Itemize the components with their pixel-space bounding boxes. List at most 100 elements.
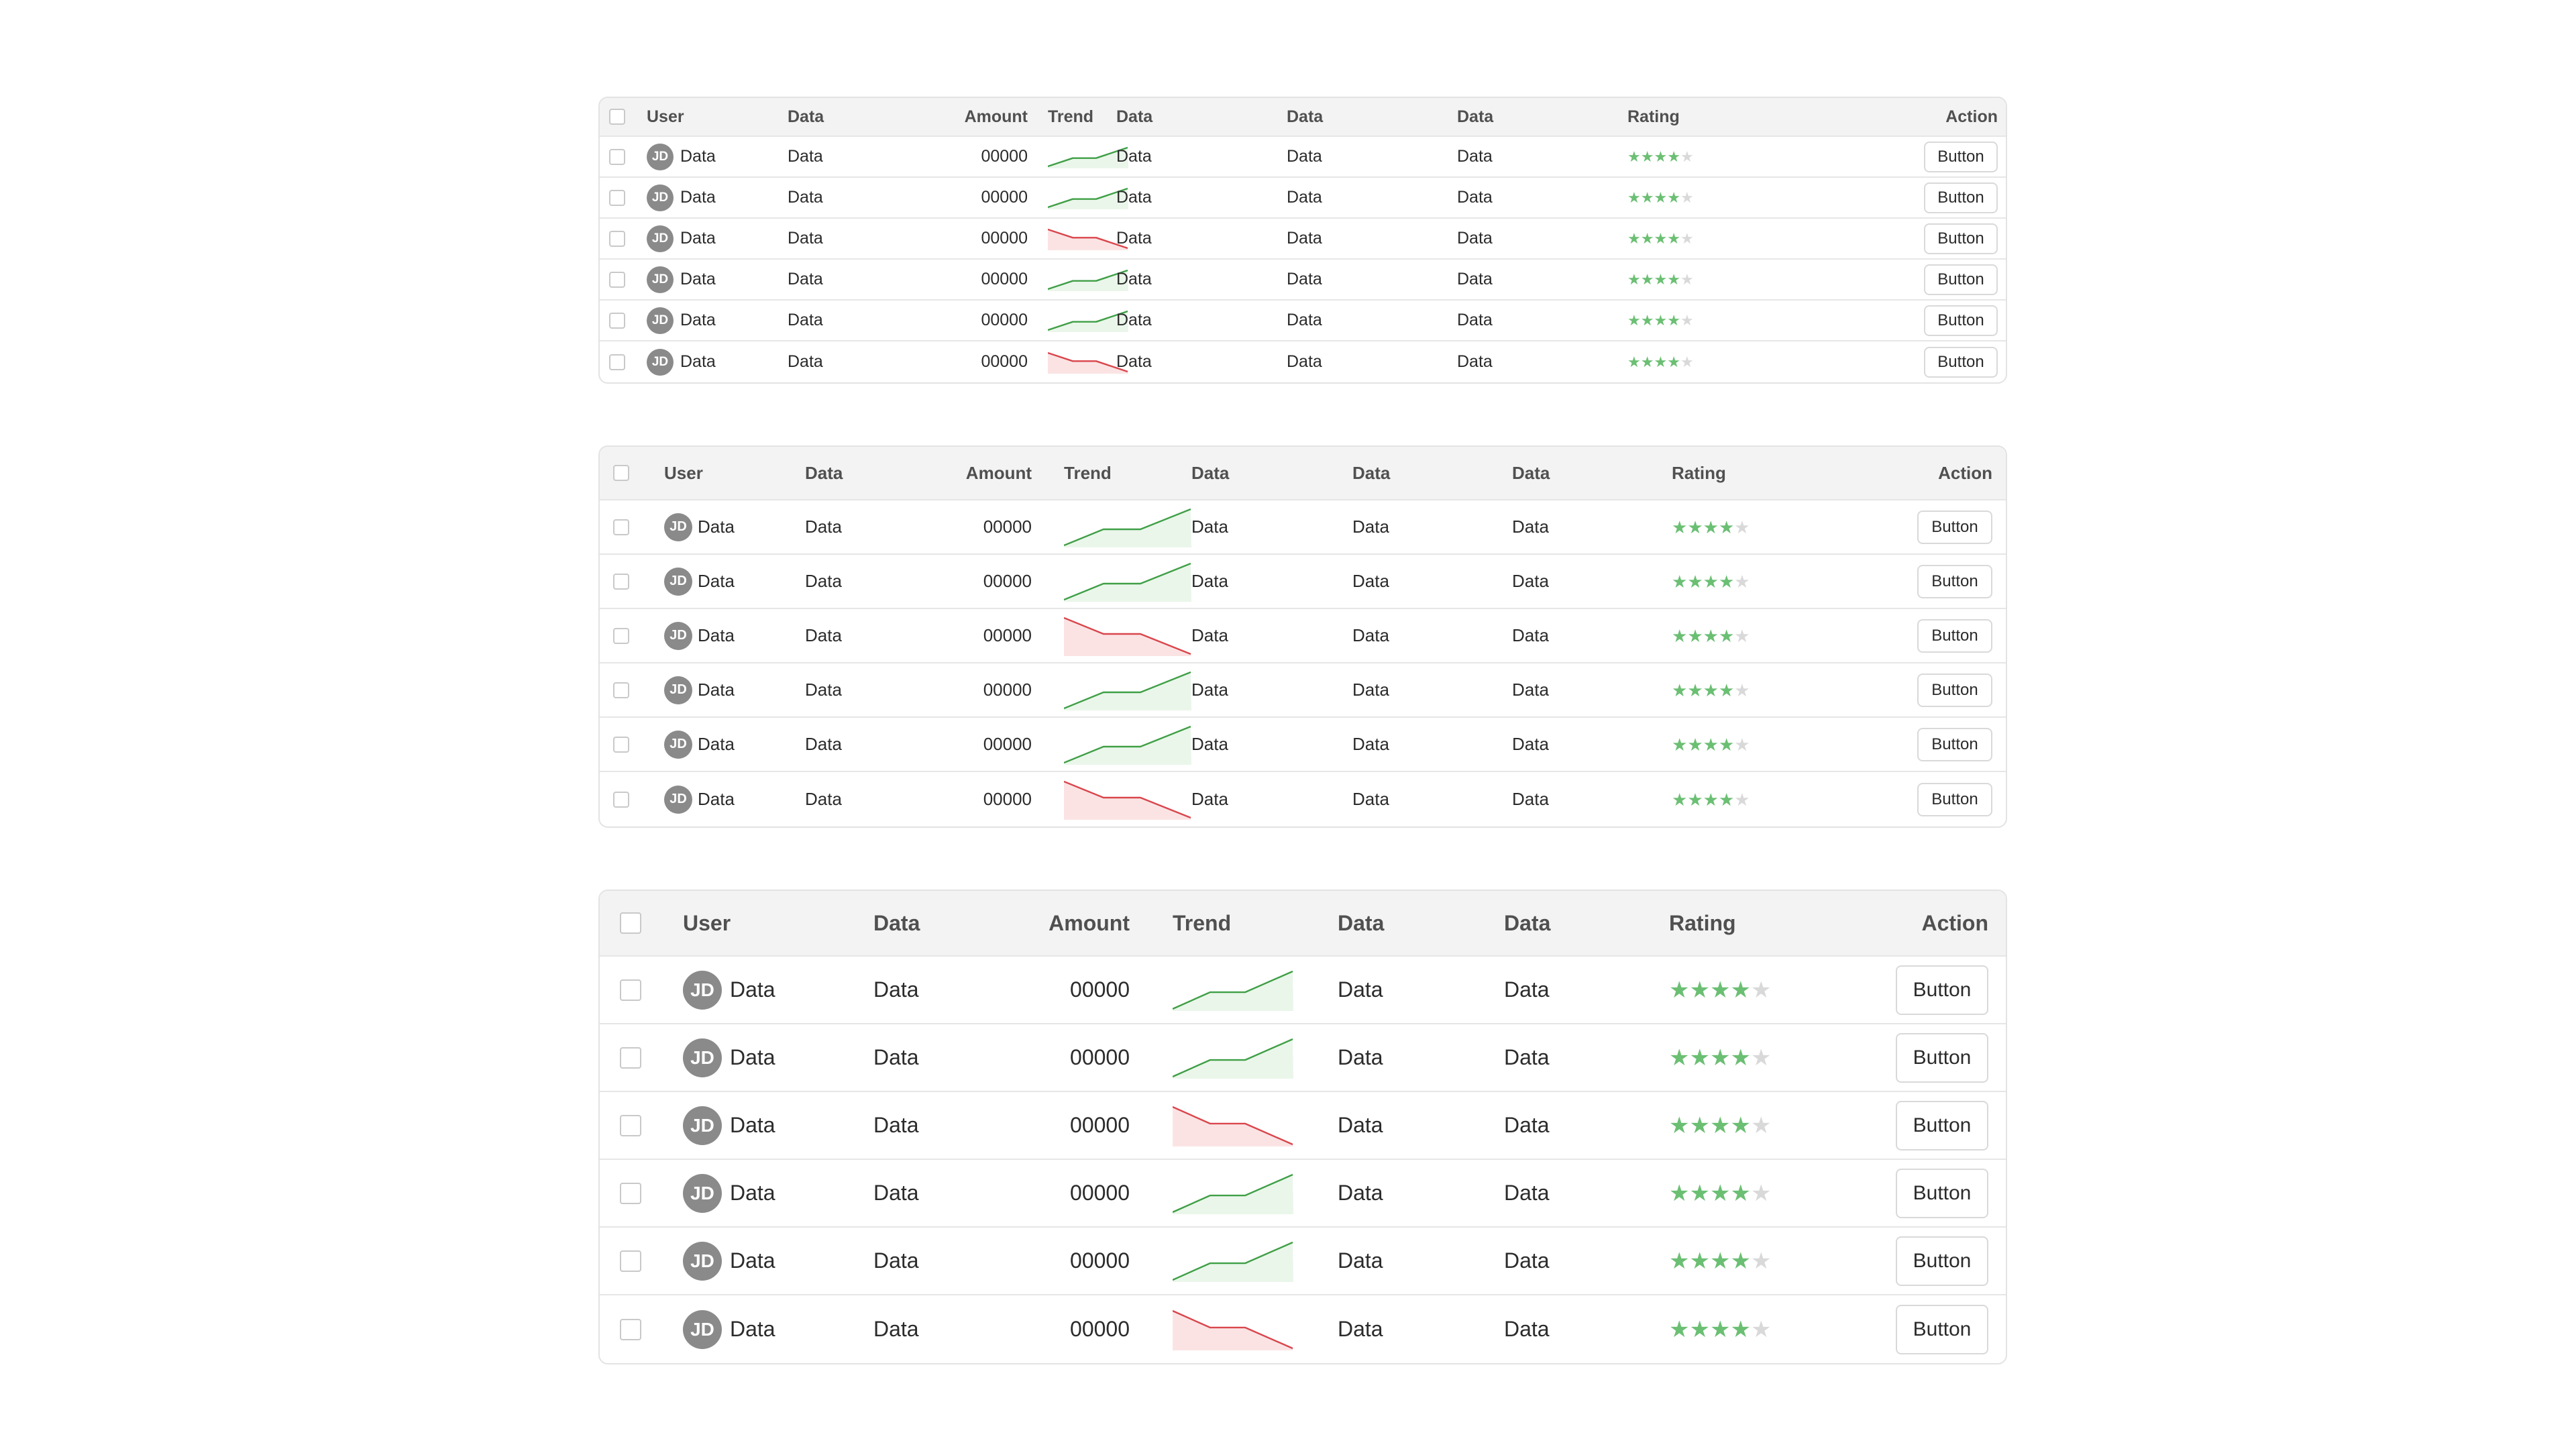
star-filled-icon: ★ bbox=[1669, 1112, 1690, 1138]
table-row[interactable]: JD Data Data 00000 Data Data Data ★ ★ ★ ★ ★ Butto… bbox=[600, 137, 2006, 178]
select-all-checkbox[interactable] bbox=[609, 109, 625, 125]
row-action-button[interactable]: Button bbox=[1896, 1100, 1988, 1150]
amount-cell: 00000 bbox=[983, 734, 1032, 754]
column-header-data[interactable]: Data bbox=[1287, 107, 1324, 126]
row-action-button[interactable]: Button bbox=[1917, 619, 1992, 653]
column-header-data[interactable]: Data bbox=[805, 462, 843, 483]
table-row[interactable]: JD Data Data 00000 Data Data Data ★ ★ ★ ★ ★ Butto… bbox=[600, 301, 2006, 341]
row-checkbox[interactable] bbox=[613, 519, 629, 535]
column-header-rating[interactable]: Rating bbox=[1627, 107, 1680, 126]
table-row[interactable]: JD Data Data 00000 Data Data Data ★ ★ ★ ★ ★ Butto… bbox=[600, 555, 2006, 609]
table-row[interactable]: JD Data Data 00000 Data Data Data ★ ★ ★ ★ ★ Butto… bbox=[600, 609, 2006, 663]
table-row[interactable]: JD Data Data 00000 Data Data ★ ★ ★ ★ ★ Button bbox=[600, 1160, 2006, 1228]
user-name: Data bbox=[680, 147, 716, 166]
column-header-rating[interactable]: Rating bbox=[1672, 462, 1726, 483]
rating-cell: ★ ★ ★ ★ ★ bbox=[1672, 519, 1835, 536]
row-action-button[interactable]: Button bbox=[1924, 305, 1998, 336]
trend-sparkline-up bbox=[1048, 186, 1128, 209]
column-header-data[interactable]: Data bbox=[788, 107, 824, 126]
table-row[interactable]: JD Data Data 00000 Data Data ★ ★ ★ ★ ★ Button bbox=[600, 1024, 2006, 1092]
column-header-trend[interactable]: Trend bbox=[1173, 910, 1232, 935]
table-row[interactable]: JD Data Data 00000 Data Data ★ ★ ★ ★ ★ Button bbox=[600, 1092, 2006, 1160]
row-checkbox[interactable] bbox=[609, 271, 625, 288]
column-header-data[interactable]: Data bbox=[1352, 462, 1391, 483]
column-header-amount[interactable]: Amount bbox=[964, 107, 1028, 126]
column-header-amount[interactable]: Amount bbox=[1049, 910, 1130, 935]
column-header-user[interactable]: User bbox=[683, 910, 731, 935]
row-action-button[interactable]: Button bbox=[1924, 182, 1998, 213]
row-action-button[interactable]: Button bbox=[1917, 564, 1992, 598]
row-action-button[interactable]: Button bbox=[1896, 1304, 1988, 1354]
user-cell: JD Data bbox=[647, 225, 788, 252]
star-filled-icon: ★ bbox=[1730, 977, 1751, 1003]
row-action-button[interactable]: Button bbox=[1924, 346, 1998, 378]
select-all-checkbox[interactable] bbox=[613, 465, 629, 481]
row-checkbox[interactable] bbox=[613, 627, 629, 644]
data-cell: Data bbox=[805, 680, 842, 700]
star-filled-icon: ★ bbox=[1687, 625, 1703, 646]
row-action-button[interactable]: Button bbox=[1924, 264, 1998, 295]
row-action-button[interactable]: Button bbox=[1896, 1032, 1988, 1083]
column-header-data[interactable]: Data bbox=[1504, 910, 1551, 935]
star-filled-icon: ★ bbox=[1689, 977, 1710, 1003]
data-cell: Data bbox=[805, 571, 842, 591]
column-header-data[interactable]: Data bbox=[1512, 462, 1550, 483]
row-checkbox[interactable] bbox=[620, 1114, 641, 1136]
table-row[interactable]: JD Data Data 00000 Data Data Data ★ ★ ★ ★ ★ Butto… bbox=[600, 772, 2006, 826]
row-checkbox[interactable] bbox=[609, 189, 625, 206]
column-header-user[interactable]: User bbox=[664, 462, 703, 483]
row-checkbox[interactable] bbox=[609, 312, 625, 329]
table-row[interactable]: JD Data Data 00000 Data Data ★ ★ ★ ★ ★ Button bbox=[600, 1228, 2006, 1295]
star-empty-icon: ★ bbox=[1680, 229, 1694, 247]
row-action-button[interactable]: Button bbox=[1924, 223, 1998, 254]
user-name: Data bbox=[698, 789, 735, 809]
amount-cell: 00000 bbox=[981, 229, 1028, 248]
row-checkbox[interactable] bbox=[620, 1182, 641, 1204]
row-checkbox[interactable] bbox=[609, 148, 625, 165]
column-header-amount[interactable]: Amount bbox=[965, 462, 1032, 483]
row-checkbox[interactable] bbox=[609, 354, 625, 370]
table-row[interactable]: JD Data Data 00000 Data Data Data ★ ★ ★ ★ ★ Butto… bbox=[600, 718, 2006, 772]
column-header-user[interactable]: User bbox=[647, 107, 684, 126]
table-row[interactable]: JD Data Data 00000 Data Data ★ ★ ★ ★ ★ Button bbox=[600, 957, 2006, 1024]
table-row[interactable]: JD Data Data 00000 Data Data ★ ★ ★ ★ ★ Button bbox=[600, 1295, 2006, 1363]
action-cell: Button bbox=[1837, 965, 2006, 1015]
row-checkbox[interactable] bbox=[620, 1250, 641, 1272]
star-filled-icon: ★ bbox=[1627, 353, 1641, 370]
row-action-button[interactable]: Button bbox=[1917, 782, 1992, 816]
column-header-trend[interactable]: Trend bbox=[1048, 107, 1094, 126]
table-row[interactable]: JD Data Data 00000 Data Data Data ★ ★ ★ ★ ★ Butto… bbox=[600, 178, 2006, 219]
column-header-data[interactable]: Data bbox=[1457, 107, 1494, 126]
row-action-button[interactable]: Button bbox=[1917, 673, 1992, 707]
table-row[interactable]: JD Data Data 00000 Data Data Data ★ ★ ★ ★ ★ Butto… bbox=[600, 260, 2006, 301]
column-header-data[interactable]: Data bbox=[873, 910, 920, 935]
row-action-button[interactable]: Button bbox=[1917, 727, 1992, 761]
column-header-data[interactable]: Data bbox=[1116, 107, 1153, 126]
row-action-button[interactable]: Button bbox=[1917, 510, 1992, 544]
row-checkbox[interactable] bbox=[613, 736, 629, 753]
row-checkbox[interactable] bbox=[609, 230, 625, 247]
table-row[interactable]: JD Data Data 00000 Data Data Data ★ ★ ★ ★ ★ Butto… bbox=[600, 500, 2006, 555]
row-checkbox[interactable] bbox=[620, 979, 641, 1001]
select-all-checkbox[interactable] bbox=[620, 912, 641, 934]
column-header-trend[interactable]: Trend bbox=[1064, 462, 1112, 483]
column-header-data[interactable]: Data bbox=[1338, 910, 1385, 935]
table-row[interactable]: JD Data Data 00000 Data Data Data ★ ★ ★ ★ ★ Butto… bbox=[600, 341, 2006, 382]
row-action-button[interactable]: Button bbox=[1924, 141, 1998, 172]
rating-cell: ★ ★ ★ ★ ★ bbox=[1627, 149, 1802, 164]
row-action-button[interactable]: Button bbox=[1896, 965, 1988, 1015]
row-checkbox[interactable] bbox=[620, 1318, 641, 1340]
avatar: JD bbox=[647, 225, 674, 252]
row-checkbox[interactable] bbox=[613, 791, 629, 808]
row-checkbox[interactable] bbox=[613, 682, 629, 698]
row-action-button[interactable]: Button bbox=[1896, 1236, 1988, 1286]
row-checkbox[interactable] bbox=[620, 1046, 641, 1069]
column-header-data[interactable]: Data bbox=[1191, 462, 1230, 483]
data-cell: Data bbox=[1504, 1181, 1550, 1205]
row-action-button[interactable]: Button bbox=[1896, 1168, 1988, 1218]
row-checkbox[interactable] bbox=[613, 573, 629, 590]
table-row[interactable]: JD Data Data 00000 Data Data Data ★ ★ ★ ★ ★ Butto… bbox=[600, 219, 2006, 260]
table-row[interactable]: JD Data Data 00000 Data Data Data ★ ★ ★ ★ ★ Butto… bbox=[600, 663, 2006, 718]
column-header-rating[interactable]: Rating bbox=[1669, 910, 1736, 935]
data-cell: Data bbox=[1338, 1181, 1383, 1205]
